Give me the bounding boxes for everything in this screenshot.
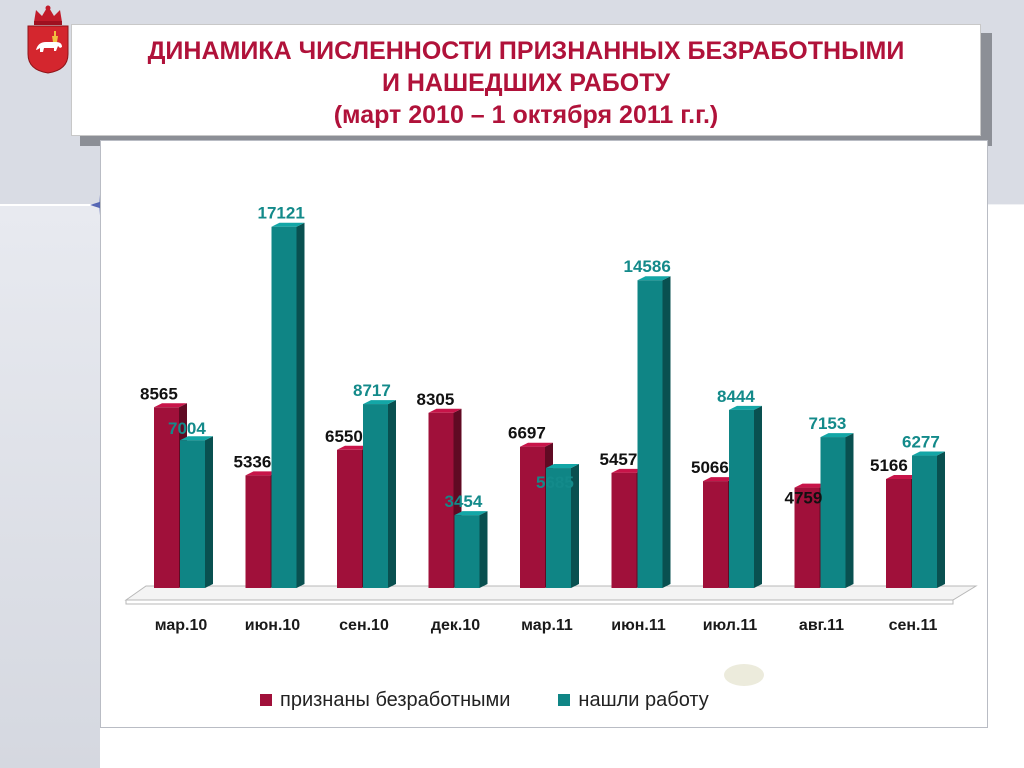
legend-label-found-job: нашли работу [578, 688, 709, 711]
data-label-found-job-6: 8444 [717, 387, 755, 406]
bar-found-job-3 [454, 511, 488, 588]
x-tick-label-5: июн.11 [611, 617, 666, 634]
x-tick-label-8: сен.11 [889, 617, 938, 634]
data-label-found-job-2: 8717 [353, 381, 391, 400]
data-label-found-job-7: 7153 [809, 414, 847, 433]
bar-found-job-8 [912, 451, 945, 588]
coat-of-arms-icon [27, 5, 69, 74]
bar-found-job-0 [180, 436, 213, 588]
data-label-unemployed-7: 4759 [785, 489, 823, 508]
x-tick-label-2: сен.10 [339, 617, 389, 634]
data-label-found-job-0: 7004 [168, 419, 206, 438]
legend-label-unemployed: признаны безработными [280, 688, 511, 711]
data-label-unemployed-6: 5066 [691, 458, 729, 477]
chart-floor-edge [125, 600, 954, 605]
x-tick-label-3: дек.10 [431, 617, 480, 634]
bar-found-job-1 [271, 222, 305, 589]
data-label-found-job-5: 14586 [624, 257, 671, 276]
data-label-unemployed-5: 5457 [600, 450, 638, 469]
x-tick-label-6: июл.11 [703, 617, 758, 634]
bar-found-job-7 [820, 433, 854, 588]
legend-swatch-unemployed [260, 694, 272, 706]
x-tick-label-0: мар.10 [155, 617, 208, 634]
bar-found-job-2 [363, 400, 396, 588]
page-title-line-1: ДИНАМИКА ЧИСЛЕННОСТИ ПРИЗНАННЫХ БЕЗРАБОТ… [147, 37, 905, 65]
chart-legend: признаны безработными нашли работу [260, 686, 757, 714]
x-tick-label-7: авг.11 [799, 617, 844, 634]
data-label-unemployed-3: 8305 [417, 390, 455, 409]
chart-floor [124, 585, 978, 601]
page-title-line-2: И НАШЕДШИХ РАБОТУ [381, 69, 671, 97]
page-title-line-3: (март 2010 – 1 октября 2011 г.г.) [333, 101, 719, 129]
title-box: ДИНАМИКА ЧИСЛЕННОСТИ ПРИЗНАННЫХ БЕЗРАБОТ… [71, 24, 981, 136]
bar-unemployed-0 [154, 403, 187, 588]
bar-chart: 8565 7004 мар.10 5336 17121 июн.10 6550 8717 сен… [124, 204, 978, 634]
legend-item-found-job: нашли работу [558, 688, 709, 712]
data-label-found-job-3: 3454 [445, 492, 483, 511]
chart-frame: 8565 7004 мар.10 5336 17121 июн.10 6550 8717 сен… [100, 140, 988, 728]
data-label-found-job-8: 6277 [902, 433, 940, 452]
data-label-unemployed-0: 8565 [140, 384, 178, 403]
legend-item-unemployed: признаны безработными [260, 689, 510, 712]
data-label-unemployed-2: 6550 [325, 427, 363, 446]
data-label-unemployed-8: 5166 [870, 456, 908, 475]
legend-swatch-found-job [558, 694, 571, 706]
bar-found-job-6 [729, 405, 762, 588]
background-left-panel [0, 205, 100, 768]
bar-found-job-4 [546, 464, 579, 588]
data-label-found-job-1: 17121 [258, 204, 305, 223]
x-tick-label-1: июн.10 [245, 617, 301, 634]
decorative-oval [724, 664, 764, 686]
data-label-found-job-4: 5685 [536, 473, 574, 492]
x-tick-label-4: мар.11 [521, 617, 573, 634]
bar-found-job-5 [637, 276, 671, 588]
data-label-unemployed-1: 5336 [234, 452, 272, 471]
data-label-unemployed-4: 6697 [508, 424, 546, 443]
